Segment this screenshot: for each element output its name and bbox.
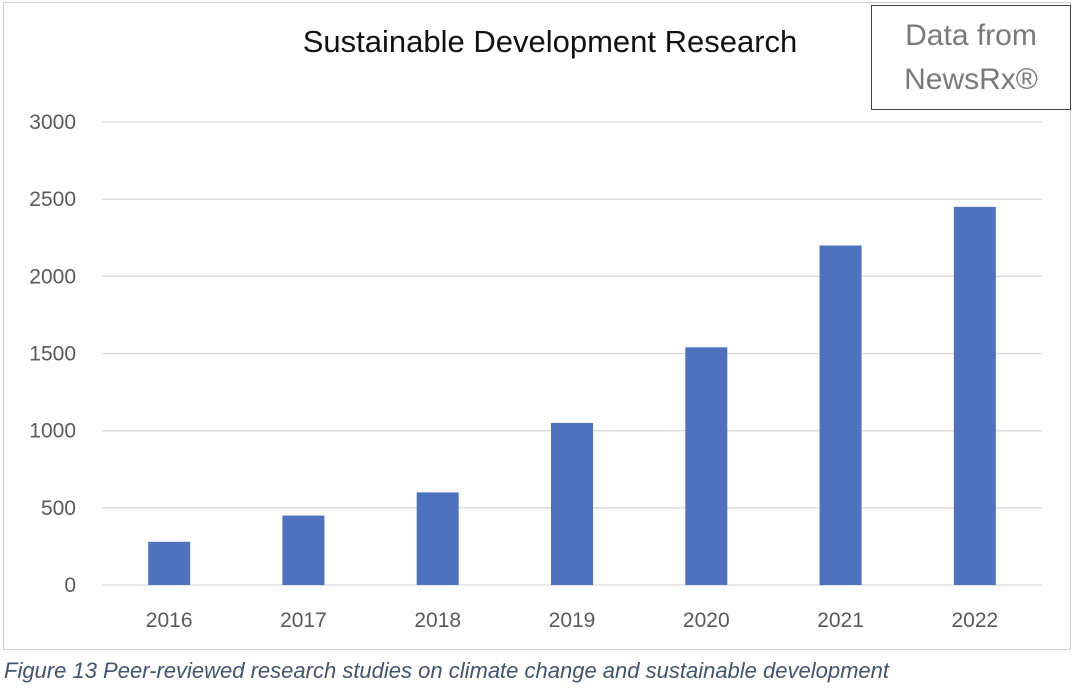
y-tick-label: 1500 (29, 343, 76, 366)
y-axis-ticks: 0 500 1000 1500 2000 2500 3000 (29, 111, 76, 597)
y-tick-label: 500 (41, 497, 76, 520)
bar-2019 (551, 422, 593, 585)
y-tick-label: 3000 (29, 111, 76, 134)
y-tick-label: 0 (64, 574, 76, 597)
x-tick-label: 2016 (146, 609, 193, 632)
x-tick-label: 2020 (683, 609, 730, 632)
source-line-2: NewsRx® (904, 62, 1038, 96)
x-tick-label: 2022 (951, 609, 998, 632)
y-tick-label: 2000 (29, 265, 76, 288)
x-tick-label: 2021 (817, 609, 864, 632)
x-tick-label: 2017 (280, 609, 327, 632)
source-line-1: Data from (905, 18, 1037, 52)
y-tick-label: 2500 (29, 188, 76, 211)
bar-2018 (416, 492, 459, 585)
y-tick-label: 1000 (29, 420, 76, 443)
bar-2021 (819, 245, 862, 585)
bar-2017 (282, 515, 325, 585)
chart-title: Sustainable Development Research (302, 24, 798, 59)
source-box: Data from NewsRx® (871, 5, 1071, 110)
bar-2016 (148, 541, 191, 585)
x-tick-label: 2019 (549, 609, 596, 632)
figure-caption: Figure 13 Peer-reviewed research studies… (4, 658, 890, 683)
bars (148, 206, 996, 585)
x-tick-label: 2018 (414, 609, 461, 632)
bar-2020 (685, 347, 728, 585)
bar-2022 (953, 206, 996, 585)
x-axis-ticks: 2016 2017 2018 2019 2020 2021 2022 (146, 609, 998, 632)
